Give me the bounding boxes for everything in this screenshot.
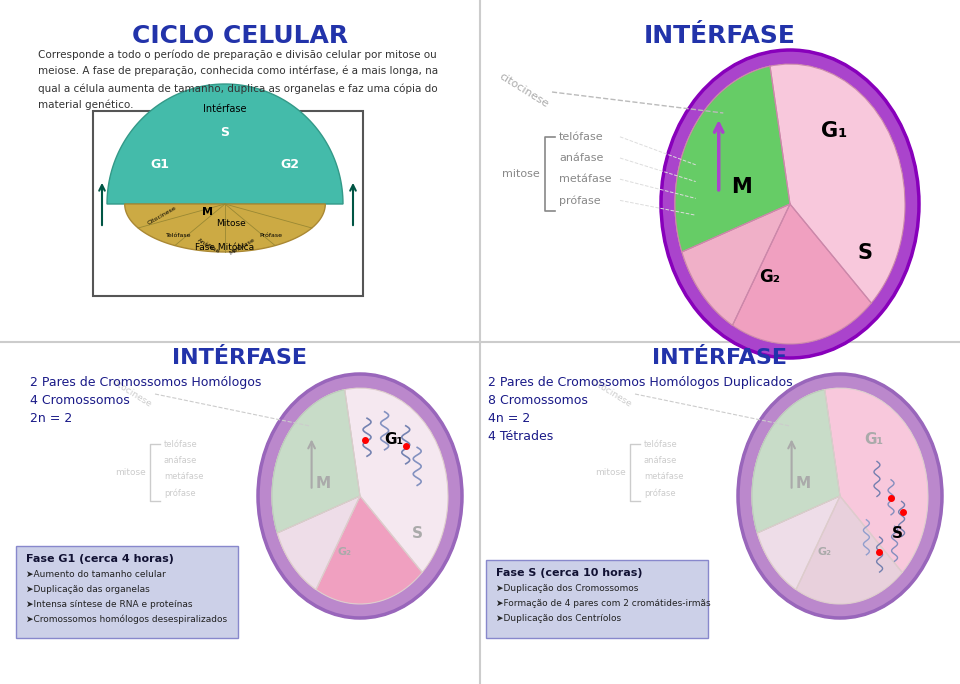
Text: S: S xyxy=(221,125,229,138)
Polygon shape xyxy=(757,496,840,590)
Text: M: M xyxy=(796,475,810,490)
Polygon shape xyxy=(272,388,448,590)
Text: qual a célula aumenta de tamanho, duplica as organelas e faz uma cópia do: qual a célula aumenta de tamanho, duplic… xyxy=(38,83,438,94)
Text: anáfase: anáfase xyxy=(644,456,678,465)
Text: prófase: prófase xyxy=(644,488,676,498)
Text: Fase Mitótica: Fase Mitótica xyxy=(196,244,254,252)
Text: mitose: mitose xyxy=(115,469,146,477)
Ellipse shape xyxy=(675,64,905,344)
Text: S: S xyxy=(412,526,422,541)
Polygon shape xyxy=(272,390,360,533)
Text: anáfase: anáfase xyxy=(559,153,604,163)
Polygon shape xyxy=(675,66,790,252)
Text: telófase: telófase xyxy=(644,440,678,449)
Ellipse shape xyxy=(258,374,462,618)
Ellipse shape xyxy=(661,50,919,358)
Text: ➤Intensa síntese de RNA e proteínas: ➤Intensa síntese de RNA e proteínas xyxy=(26,600,193,609)
Ellipse shape xyxy=(272,388,448,604)
Text: ➤Duplicação dos Centríolos: ➤Duplicação dos Centríolos xyxy=(496,614,621,623)
Text: citocinese: citocinese xyxy=(109,377,153,409)
Text: 4 Tétrades: 4 Tétrades xyxy=(488,430,553,443)
Text: S: S xyxy=(892,526,902,541)
Polygon shape xyxy=(675,64,905,326)
Text: prófase: prófase xyxy=(559,195,601,206)
Text: 4 Cromossomos: 4 Cromossomos xyxy=(30,394,130,407)
Text: Fase S (cerca 10 horas): Fase S (cerca 10 horas) xyxy=(496,568,642,578)
Text: prófase: prófase xyxy=(164,488,196,498)
Text: INTÉRFASE: INTÉRFASE xyxy=(653,348,787,368)
Text: 2 Pares de Cromossomos Homólogos Duplicados: 2 Pares de Cromossomos Homólogos Duplica… xyxy=(488,376,793,389)
Text: ➤Duplicação das organelas: ➤Duplicação das organelas xyxy=(26,585,150,594)
Text: metáfase: metáfase xyxy=(164,473,204,482)
Text: G1: G1 xyxy=(151,157,170,170)
Polygon shape xyxy=(752,388,928,590)
Text: 8 Cromossomos: 8 Cromossomos xyxy=(488,394,588,407)
Text: mitose: mitose xyxy=(595,469,626,477)
Text: citocinese: citocinese xyxy=(589,377,633,409)
Text: meiose. A fase de preparação, conhecida como intérfase, é a mais longa, na: meiose. A fase de preparação, conhecida … xyxy=(38,66,438,77)
Text: G₂: G₂ xyxy=(337,547,351,557)
Polygon shape xyxy=(272,390,422,604)
Text: ➤Duplicação dos Cromossomos: ➤Duplicação dos Cromossomos xyxy=(496,584,638,593)
Text: material genético.: material genético. xyxy=(38,100,133,111)
Text: 2 Pares de Cromossomos Homólogos: 2 Pares de Cromossomos Homólogos xyxy=(30,376,261,389)
Ellipse shape xyxy=(738,374,942,618)
Text: anáfase: anáfase xyxy=(164,456,198,465)
Text: G₁: G₁ xyxy=(384,432,403,447)
Text: mitose: mitose xyxy=(502,169,540,179)
Polygon shape xyxy=(752,390,840,533)
FancyBboxPatch shape xyxy=(486,560,708,638)
Text: Fase G1 (cerca 4 horas): Fase G1 (cerca 4 horas) xyxy=(26,554,174,564)
Text: 2n = 2: 2n = 2 xyxy=(30,412,72,425)
Text: M: M xyxy=(202,207,213,217)
Text: Mitose: Mitose xyxy=(216,220,246,228)
Polygon shape xyxy=(125,204,325,252)
Ellipse shape xyxy=(752,388,928,604)
Text: Prófase: Prófase xyxy=(259,233,282,237)
Polygon shape xyxy=(675,66,872,344)
Text: Corresponde a todo o período de preparação e divisão celular por mitose ou: Corresponde a todo o período de preparaç… xyxy=(38,49,437,60)
FancyBboxPatch shape xyxy=(93,111,363,296)
Text: G₁: G₁ xyxy=(864,432,883,447)
Polygon shape xyxy=(277,496,360,590)
Text: metáfase: metáfase xyxy=(559,174,612,184)
Text: Metáfase: Metáfase xyxy=(228,237,255,256)
Text: Anáfase: Anáfase xyxy=(196,238,221,255)
Text: G₂: G₂ xyxy=(758,268,780,286)
Text: ➤Aumento do tamanho celular: ➤Aumento do tamanho celular xyxy=(26,570,166,579)
Text: CICLO CELULAR: CICLO CELULAR xyxy=(132,24,348,48)
Text: metáfase: metáfase xyxy=(644,473,684,482)
Text: ➤Cromossomos homólogos desespiralizados: ➤Cromossomos homólogos desespiralizados xyxy=(26,615,228,624)
Text: G₁: G₁ xyxy=(821,121,847,141)
Text: INTÉRFASE: INTÉRFASE xyxy=(173,348,307,368)
Text: G2: G2 xyxy=(280,157,300,170)
Text: telófase: telófase xyxy=(164,440,198,449)
Text: M: M xyxy=(732,177,752,197)
Text: INTÉRFASE: INTÉRFASE xyxy=(644,24,796,48)
Text: citocinese: citocinese xyxy=(497,71,550,109)
FancyBboxPatch shape xyxy=(16,546,238,638)
Polygon shape xyxy=(752,390,902,604)
Text: Citocinese: Citocinese xyxy=(147,205,178,226)
Text: ➤Formação de 4 pares com 2 cromátides-irmãs: ➤Formação de 4 pares com 2 cromátides-ir… xyxy=(496,599,710,608)
Polygon shape xyxy=(682,204,790,326)
Text: G₂: G₂ xyxy=(817,547,831,557)
Text: Telófase: Telófase xyxy=(166,233,192,237)
Text: telófase: telófase xyxy=(559,132,604,142)
Text: M: M xyxy=(316,475,330,490)
Polygon shape xyxy=(107,84,343,204)
Text: 4n = 2: 4n = 2 xyxy=(488,412,530,425)
Text: Intérfase: Intérfase xyxy=(204,104,247,114)
Text: S: S xyxy=(857,243,873,263)
